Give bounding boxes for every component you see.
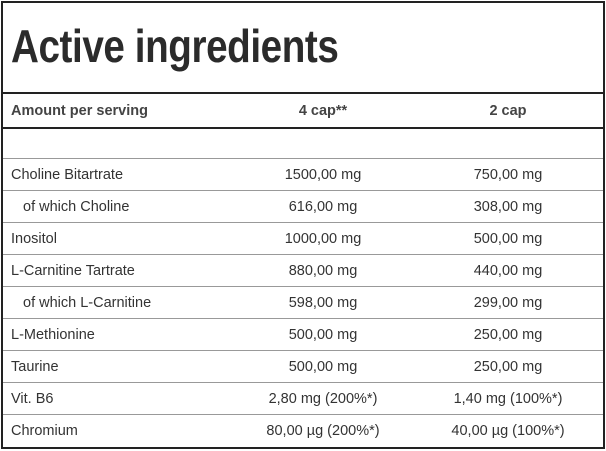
row-label: Choline Bitartrate <box>11 167 124 183</box>
row-value: 250,00 mg <box>473 359 543 375</box>
row-value: 500,00 mg <box>473 231 543 247</box>
row-value: 40,00 µg (100%*) <box>451 423 565 439</box>
row-value: 2,80 mg (200%*) <box>268 391 378 407</box>
header-cell: Amount per serving <box>11 103 148 119</box>
row-label: L-Carnitine Tartrate <box>11 263 135 279</box>
row-value: 598,00 mg <box>288 295 358 311</box>
rule <box>3 190 603 191</box>
row-label: Chromium <box>11 423 78 439</box>
header-cell: 4 cap** <box>298 103 348 119</box>
row-value: 616,00 mg <box>288 199 358 215</box>
row-value: 440,00 mg <box>473 263 543 279</box>
row-label: L-Methionine <box>11 327 95 343</box>
row-value: 308,00 mg <box>473 199 543 215</box>
rule <box>3 414 603 415</box>
row-value: 1,40 mg (100%*) <box>453 391 563 407</box>
rule <box>3 92 603 94</box>
row-value: 1000,00 mg <box>284 231 362 247</box>
row-value: 500,00 mg <box>288 359 358 375</box>
row-value: 299,00 mg <box>473 295 543 311</box>
row-value: 80,00 µg (200%*) <box>266 423 380 439</box>
rule <box>3 382 603 383</box>
title: Active ingredients <box>11 20 339 72</box>
rule <box>3 254 603 255</box>
row-label: of which L-Carnitine <box>23 295 152 311</box>
rule <box>3 127 603 129</box>
row-label: Inositol <box>11 231 57 247</box>
row-label: of which Choline <box>23 199 130 215</box>
rule <box>3 350 603 351</box>
row-value: 880,00 mg <box>288 263 358 279</box>
row-value: 1500,00 mg <box>284 167 362 183</box>
row-label: Vit. B6 <box>11 391 54 407</box>
row-value: 250,00 mg <box>473 327 543 343</box>
header-cell: 2 cap <box>489 103 527 119</box>
rule <box>3 222 603 223</box>
row-label: Taurine <box>11 359 59 375</box>
row-value: 750,00 mg <box>473 167 543 183</box>
rule <box>3 286 603 287</box>
rule <box>3 318 603 319</box>
row-value: 500,00 mg <box>288 327 358 343</box>
rule <box>3 158 603 159</box>
